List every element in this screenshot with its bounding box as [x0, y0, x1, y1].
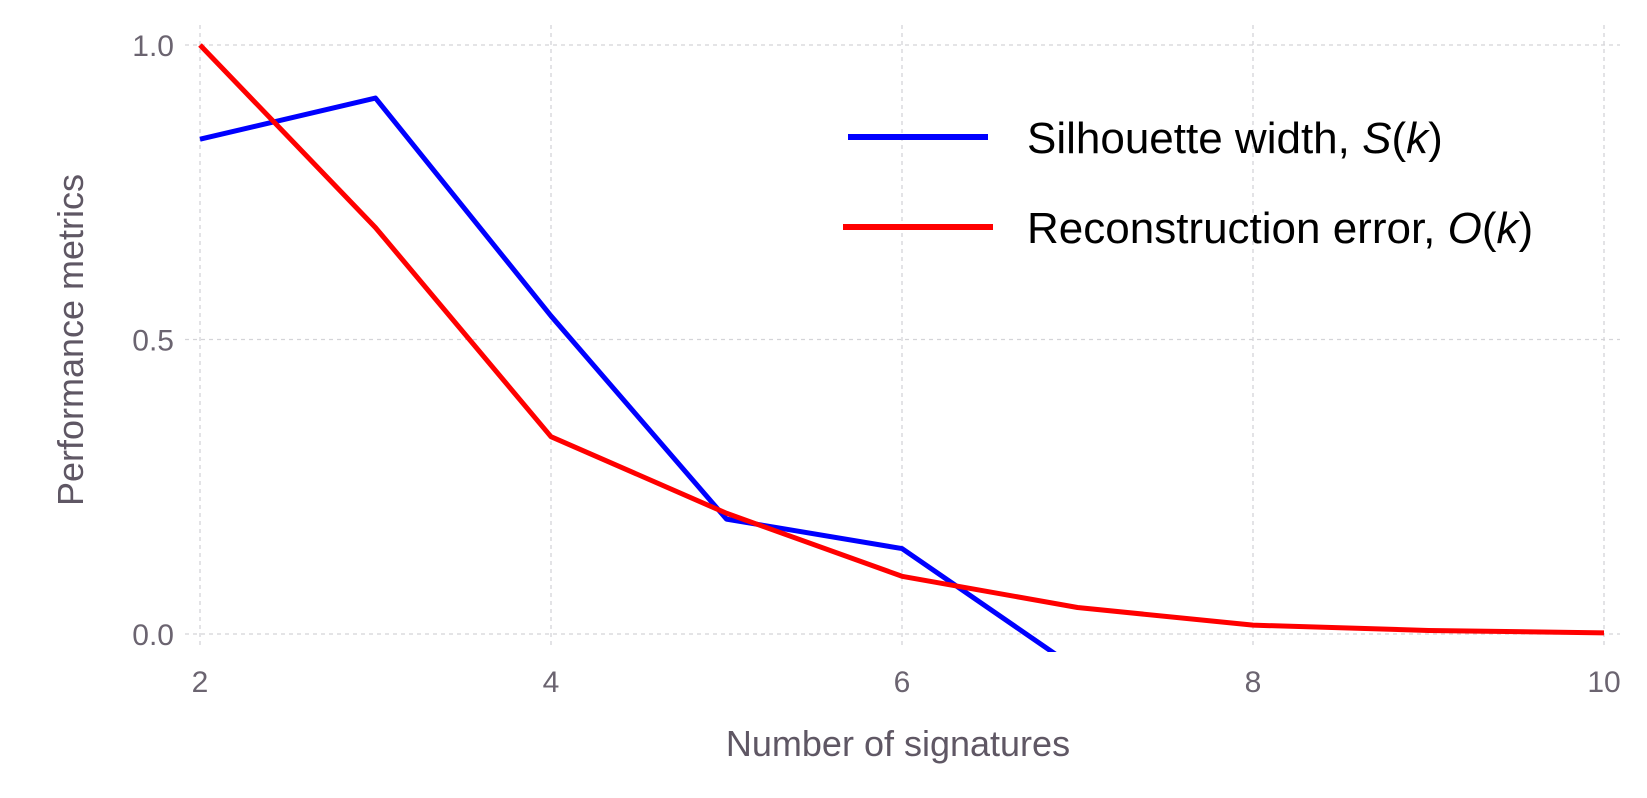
- grid: [185, 25, 1620, 648]
- x-axis-title: Number of signatures: [726, 723, 1070, 764]
- tick-labels: 2 4 6 8 10 0.0 0.5 1.0: [132, 30, 1620, 699]
- legend-label-silhouette-arg: k: [1406, 114, 1430, 163]
- silhouette-width-line: [199, 95, 1057, 652]
- series-lines: [198, 43, 1605, 652]
- x-tick-label: 4: [543, 666, 560, 699]
- legend-label-reconstruction: Reconstruction error, O(k): [1027, 204, 1533, 253]
- x-tick-label: 6: [894, 666, 911, 699]
- x-tick-label: 10: [1587, 666, 1620, 699]
- x-tick-label: 2: [192, 666, 209, 699]
- legend-label-silhouette: Silhouette width, S(k): [1027, 114, 1443, 163]
- legend-label-silhouette-symbol: S: [1362, 114, 1391, 163]
- y-axis-title: Performance metrics: [50, 174, 91, 506]
- legend-label-silhouette-text: Silhouette width,: [1027, 114, 1362, 163]
- y-tick-label: 1.0: [132, 30, 174, 63]
- legend-label-reconstruction-symbol: O: [1448, 204, 1482, 253]
- legend-label-reconstruction-arg: k: [1497, 204, 1521, 253]
- y-tick-label: 0.5: [132, 325, 174, 358]
- legend-label-reconstruction-text: Reconstruction error,: [1027, 204, 1448, 253]
- y-tick-label: 0.0: [132, 619, 174, 652]
- x-tick-label: 8: [1245, 666, 1262, 699]
- reconstruction-error-line: [198, 43, 1605, 636]
- legend: Silhouette width, S(k) Reconstruction er…: [843, 114, 1533, 253]
